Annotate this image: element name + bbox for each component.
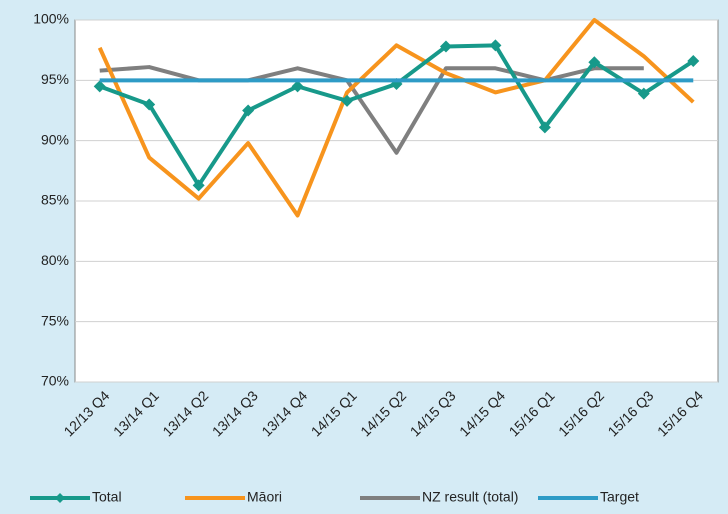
legend-label: NZ result (total) [422,489,518,505]
point-marker [242,104,255,117]
series-line [99,65,644,155]
y-tick-label: 75% [41,312,69,328]
legend-label: Māori [247,489,282,505]
y-tick-label: 70% [41,373,69,389]
y-tick-label: 90% [41,131,69,147]
point-marker [93,80,106,93]
y-tick-label: 100% [33,11,69,27]
point-marker [192,179,205,192]
point-marker [588,56,601,69]
point-marker [439,40,452,53]
point-marker [637,87,650,100]
point-marker [538,121,551,134]
legend-marker [55,493,65,503]
legend-label: Total [92,489,122,505]
point-marker [489,39,502,52]
series-line [97,18,695,218]
y-tick-label: 80% [41,252,69,268]
point-marker [687,55,700,68]
legend-label: Target [600,489,639,505]
point-marker [341,94,354,107]
y-tick-label: 85% [41,192,69,208]
point-marker [291,80,304,93]
point-marker [143,98,156,111]
y-tick-label: 95% [41,71,69,87]
